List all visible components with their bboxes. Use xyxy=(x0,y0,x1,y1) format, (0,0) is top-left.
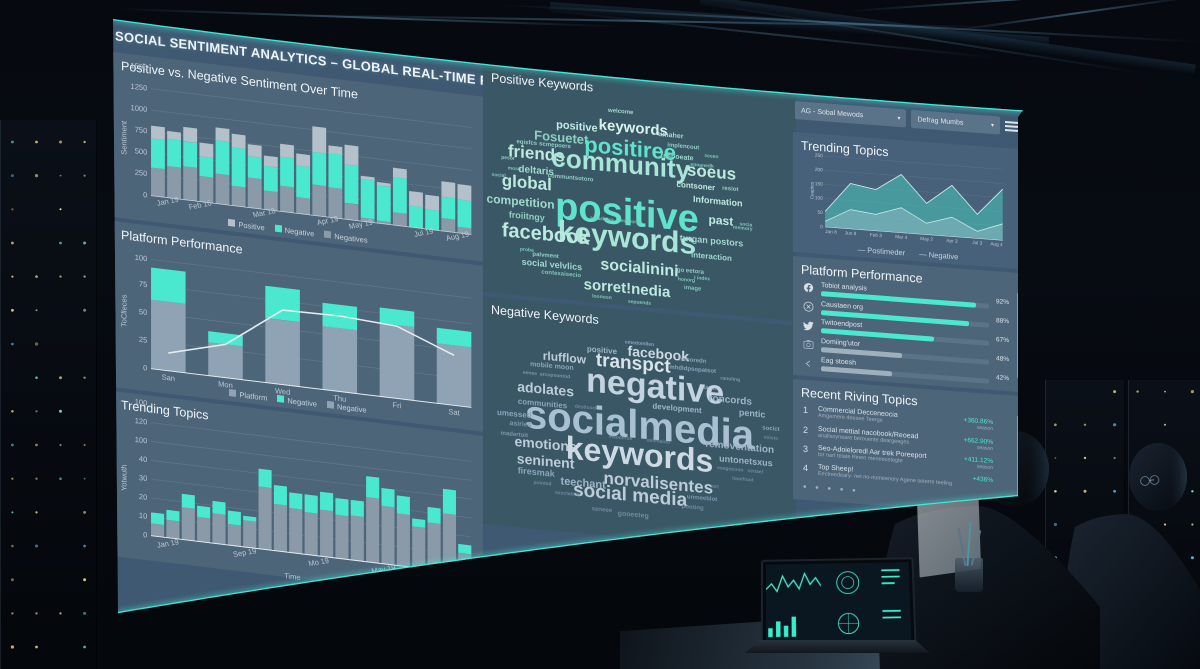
svg-text:Jan 19: Jan 19 xyxy=(156,537,180,550)
svg-text:Ceaptes: Ceaptes xyxy=(809,181,815,200)
svg-text:Jun 8: Jun 8 xyxy=(845,230,857,237)
svg-text:Mo 19: Mo 19 xyxy=(307,556,330,568)
svg-text:75: 75 xyxy=(139,280,147,290)
svg-text:0: 0 xyxy=(143,363,147,372)
svg-text:50: 50 xyxy=(818,210,824,216)
svg-text:100: 100 xyxy=(815,195,823,202)
svg-text:30: 30 xyxy=(139,473,147,483)
svg-text:Sep 19: Sep 19 xyxy=(232,546,257,559)
svg-text:Mar 4: Mar 4 xyxy=(895,234,907,241)
svg-text:Aug 4: Aug 4 xyxy=(990,241,1003,248)
svg-text:1000: 1000 xyxy=(131,103,148,114)
svg-text:ToClleces: ToClleces xyxy=(120,294,129,328)
svg-text:40: 40 xyxy=(139,454,147,464)
svg-text:Yotwuth: Yotwuth xyxy=(120,464,129,492)
svg-text:250: 250 xyxy=(135,168,148,178)
svg-text:0: 0 xyxy=(143,530,147,539)
svg-text:100: 100 xyxy=(135,253,148,263)
svg-text:Jan 19: Jan 19 xyxy=(428,577,452,590)
svg-text:50: 50 xyxy=(139,307,147,317)
svg-text:Feb 3: Feb 3 xyxy=(870,232,882,239)
svg-text:Jul 3: Jul 3 xyxy=(972,240,982,247)
svg-text:Sentiment: Sentiment xyxy=(120,119,129,155)
svg-text:100: 100 xyxy=(135,397,148,407)
svg-text:100: 100 xyxy=(135,435,148,445)
svg-text:120: 120 xyxy=(135,416,148,426)
svg-text:Jan 8: Jan 8 xyxy=(825,229,837,236)
svg-text:150: 150 xyxy=(815,181,823,188)
svg-text:20: 20 xyxy=(139,492,147,502)
svg-text:May 2: May 2 xyxy=(920,236,933,243)
svg-text:0: 0 xyxy=(143,190,147,199)
svg-text:Apr 3: Apr 3 xyxy=(946,238,958,245)
svg-text:May 19: May 19 xyxy=(371,563,397,576)
svg-text:25: 25 xyxy=(139,335,147,345)
svg-text:200: 200 xyxy=(815,167,823,174)
svg-text:Jul 19: Jul 19 xyxy=(413,226,435,239)
svg-text:1250: 1250 xyxy=(131,82,148,93)
svg-text:500: 500 xyxy=(135,146,148,156)
svg-text:10: 10 xyxy=(139,510,147,520)
svg-text:0: 0 xyxy=(820,224,823,230)
svg-text:750: 750 xyxy=(135,125,148,135)
svg-text:250: 250 xyxy=(815,153,823,160)
